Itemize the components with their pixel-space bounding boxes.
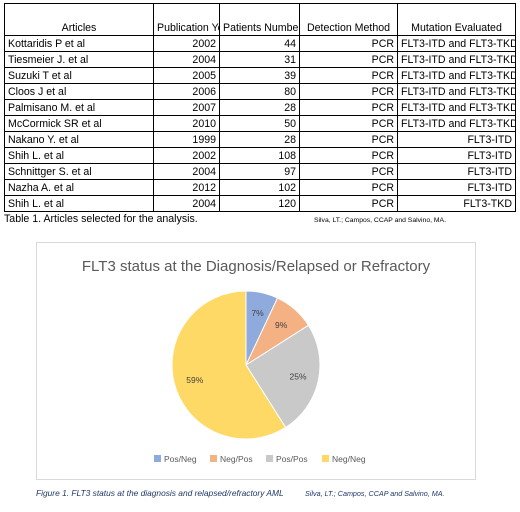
cell-year: 2002 [153,35,220,52]
slice-data-label: 9% [275,320,288,330]
header-detection-method: Detection Method [299,3,398,36]
table-row: McCormick SR et al 2010 50 PCR FLT3-ITD and … [4,115,516,132]
cell-year: 2005 [153,67,220,84]
cell-year: 2010 [153,115,220,132]
cell-method: PCR [299,83,398,100]
figure-credit: Silva, LT.; Campos, CCAP and Salvino, MA… [305,489,445,498]
cell-article: Shih L. et al [4,195,154,212]
cell-mutation: FLT3-ITD and FLT3-TKD [397,67,516,84]
cell-article: Shih L. et al [4,147,154,164]
table-row: Tiesmeier J. et al 2004 31 PCR FLT3-ITD and … [4,51,516,68]
cell-mutation: FLT3-ITD and FLT3-TKD [397,35,516,52]
cell-method: PCR [299,51,398,68]
cell-article: McCormick SR et al [4,115,154,132]
cell-method: PCR [299,131,398,148]
cell-year: 2012 [153,179,220,196]
cell-mutation: FLT3-ITD and FLT3-TKD [397,83,516,100]
pie-chart: FLT3 status at the Diagnosis/Relapsed or… [82,258,431,464]
cell-article: Kottaridis P et al [4,35,154,52]
cell-year: 2007 [153,99,220,116]
header-articles: Articles [4,3,154,36]
cell-patients: 28 [219,131,300,148]
legend-swatch [266,455,273,462]
table-body: Kottaridis P et al 2002 44 PCR FLT3-ITD and … [4,35,516,212]
articles-table: Articles Publication Year Patients Numbe… [4,3,516,212]
table-row: Nazha A. et al 2012 102 PCR FLT3-ITD [4,179,516,196]
legend-entry: Neg/Neg [332,454,366,464]
cell-mutation: FLT3-ITD [397,163,516,180]
table-row: Schnittger S. et al 2004 97 PCR FLT3-ITD [4,163,516,180]
cell-mutation: FLT3-ITD and FLT3-TKD [397,99,516,116]
header-mutation-evaluated: Mutation Evaluated [397,3,516,36]
table-caption: Table 1. Articles selected for the analy… [4,213,198,225]
slice-data-label: 25% [289,372,306,382]
cell-patients: 102 [219,179,300,196]
legend-entry: Pos/Pos [276,454,308,464]
cell-patients: 80 [219,83,300,100]
cell-method: PCR [299,163,398,180]
cell-mutation: FLT3-ITD [397,179,516,196]
table-row: Nakano Y. et al 1999 28 PCR FLT3-ITD [4,131,516,148]
table-row: Kottaridis P et al 2002 44 PCR FLT3-ITD and … [4,35,516,52]
legend-entry: Pos/Neg [164,454,197,464]
cell-article: Nakano Y. et al [4,131,154,148]
cell-method: PCR [299,195,398,212]
cell-patients: 44 [219,35,300,52]
figure-caption: Figure 1. FLT3 status at the diagnosis a… [36,488,284,498]
slice-data-label: 7% [251,308,264,318]
table-row: Palmisano M. et al 2007 28 PCR FLT3-ITD and … [4,99,516,116]
cell-article: Cloos J et al [4,83,154,100]
table-header-row: Articles Publication Year Patients Numbe… [4,3,516,36]
pie-slice-pos-pos [245,324,321,429]
cell-year: 2004 [153,195,220,212]
cell-patients: 108 [219,147,300,164]
cell-patients: 39 [219,67,300,84]
chart-title: FLT3 status at the Diagnosis/Relapsed or… [82,258,431,275]
cell-year: 2006 [153,83,220,100]
cell-method: PCR [299,179,398,196]
header-publication-year: Publication Year [153,3,220,36]
cell-year: 1999 [153,131,220,148]
pie-chart-frame: FLT3 status at the Diagnosis/Relapsed or… [36,242,476,480]
cell-patients: 97 [219,163,300,180]
header-patients-number: Patients Number [219,3,300,36]
cell-mutation: FLT3-ITD and FLT3-TKD [397,51,516,68]
pie-slice-neg-neg [171,290,287,440]
cell-patients: 28 [219,99,300,116]
cell-patients: 31 [219,51,300,68]
cell-article: Tiesmeier J. et al [4,51,154,68]
cell-mutation: FLT3-ITD [397,147,516,164]
table-row: Shih L. et al 2002 108 PCR FLT3-ITD [4,147,516,164]
legend-entry: Neg/Pos [220,454,253,464]
slice-data-label: 59% [186,375,203,385]
cell-year: 2004 [153,163,220,180]
cell-method: PCR [299,67,398,84]
cell-article: Suzuki T et al [4,67,154,84]
cell-article: Palmisano M. et al [4,99,154,116]
legend-swatch [154,455,161,462]
table-row: Shih L. et al 2004 120 PCR FLT3-TKD [4,195,516,212]
cell-method: PCR [299,115,398,132]
cell-method: PCR [299,99,398,116]
table-credit: Silva, LT.; Campos, CCAP and Salvino, MA… [314,217,446,224]
legend-swatch [322,455,329,462]
cell-method: PCR [299,35,398,52]
cell-article: Schnittger S. et al [4,163,154,180]
cell-patients: 50 [219,115,300,132]
table-row: Suzuki T et al 2005 39 PCR FLT3-ITD and FLT3… [4,67,516,84]
table-row: Cloos J et al 2006 80 PCR FLT3-ITD and FLT3-… [4,83,516,100]
cell-year: 2004 [153,51,220,68]
cell-mutation: FLT3-ITD and FLT3-TKD [397,115,516,132]
legend-swatch [210,455,217,462]
cell-mutation: FLT3-ITD [397,131,516,148]
cell-patients: 120 [219,195,300,212]
cell-method: PCR [299,147,398,164]
cell-year: 2002 [153,147,220,164]
cell-mutation: FLT3-TKD [397,195,516,212]
cell-article: Nazha A. et al [4,179,154,196]
